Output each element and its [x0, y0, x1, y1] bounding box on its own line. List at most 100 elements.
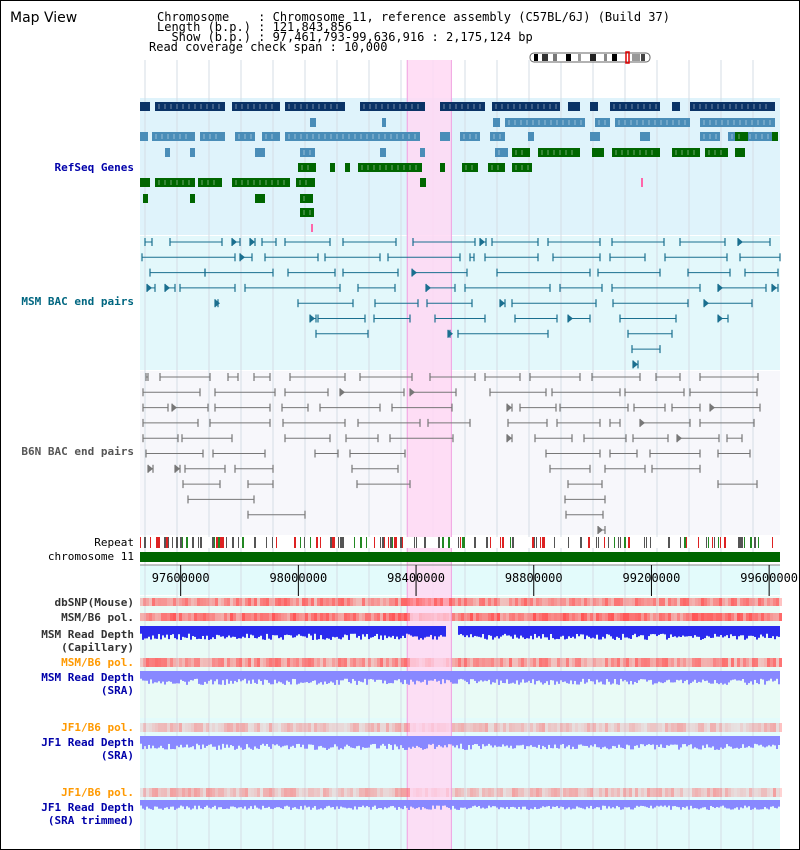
- msm-b6-pol-strip: [257, 613, 260, 621]
- msm-capillary-depth-bar: [222, 626, 224, 637]
- msm-sra-depth-bar: [360, 671, 362, 682]
- jf1-sra-trimmed-depth-bar: [146, 800, 148, 807]
- jf1-b6-pol-trim-strip: [743, 788, 746, 797]
- jf1-b6-pol-trim-strip: [506, 788, 509, 797]
- jf1-sra-trimmed-depth-bar: [348, 800, 350, 808]
- dbsnp-strip: [365, 598, 368, 606]
- msm-capillary-depth-bar: [238, 626, 240, 639]
- msm-b6-pol-sra-strip: [665, 658, 668, 667]
- jf1-sra-depth-bar: [474, 736, 476, 745]
- track-label-msm-b6-pol-sra: MSM/B6 pol.: [61, 656, 134, 669]
- jf1-sra-trimmed-depth-bar: [214, 800, 216, 806]
- jf1-b6-pol-trim-strip: [338, 788, 341, 797]
- msm-b6-pol-strip: [614, 613, 617, 621]
- msm-capillary-depth-bar: [286, 626, 288, 635]
- jf1-b6-pol-strip: [542, 723, 545, 732]
- jf1-sra-trimmed-depth-bar: [738, 800, 740, 810]
- msm-b6-pol-sra-strip: [242, 658, 245, 667]
- msm-sra-depth-bar: [562, 671, 564, 683]
- msm-sra-depth-bar: [380, 671, 382, 680]
- msm-capillary-depth-bar: [266, 626, 268, 634]
- jf1-b6-pol-strip: [656, 723, 659, 732]
- jf1-sra-trimmed-depth-bar: [256, 800, 258, 808]
- msm-b6-pol-sra-strip: [488, 658, 491, 667]
- repeat-element: [724, 537, 726, 548]
- jf1-sra-depth-bar: [334, 736, 336, 745]
- track-label-refseq-genes[interactable]: RefSeq Genes: [54, 161, 134, 174]
- jf1-sra-trimmed-depth-bar: [294, 800, 296, 808]
- jf1-b6-pol-strip: [761, 723, 764, 732]
- msm-capillary-depth-bar: [502, 626, 504, 636]
- msm-capillary-depth-bar: [768, 626, 770, 639]
- jf1-sra-trimmed-depth-bar: [298, 800, 300, 810]
- jf1-sra-depth-bar: [764, 736, 766, 748]
- msm-b6-pol-strip: [197, 613, 200, 621]
- msm-sra-depth-bar: [314, 671, 316, 681]
- msm-capillary-depth-bar: [766, 626, 768, 634]
- jf1-sra-depth-bar: [228, 736, 230, 748]
- jf1-b6-pol-trim-strip: [452, 788, 455, 797]
- repeat-element: [438, 537, 440, 548]
- repeat-element: [360, 537, 362, 548]
- dbsnp-strip: [503, 598, 506, 606]
- msm-capillary-depth-bar: [280, 626, 282, 638]
- msm-capillary-depth-bar: [168, 626, 170, 640]
- msm-b6-pol-strip: [158, 613, 161, 621]
- msm-b6-pol-sra-strip: [776, 658, 779, 667]
- jf1-b6-pol-strip: [371, 723, 374, 732]
- dbsnp-strip: [674, 598, 677, 606]
- jf1-b6-pol-strip: [410, 723, 413, 732]
- jf1-b6-pol-trim-strip: [224, 788, 227, 797]
- jf1-sra-trimmed-depth-bar: [752, 800, 754, 810]
- track-label-msm-bac-end-pairs[interactable]: MSM BAC end pairs: [21, 295, 134, 308]
- jf1-sra-trimmed-depth-bar: [438, 800, 440, 806]
- jf1-sra-depth-bar: [312, 736, 314, 745]
- jf1-b6-pol-trim-strip: [341, 788, 344, 797]
- jf1-b6-pol-trim-strip: [470, 788, 473, 797]
- jf1-b6-pol-strip: [458, 723, 461, 732]
- msm-sra-depth-bar: [342, 671, 344, 681]
- jf1-sra-depth-bar: [766, 736, 768, 747]
- jf1-b6-pol-trim-strip: [188, 788, 191, 797]
- track-label-b6n-bac-end-pairs[interactable]: B6N BAC end pairs: [21, 445, 134, 458]
- jf1-sra-depth-bar: [572, 736, 574, 747]
- jf1-sra-trimmed-depth-bar: [140, 800, 142, 806]
- msm-b6-pol-strip: [716, 613, 719, 621]
- repeat-element: [534, 537, 535, 548]
- jf1-sra-depth-bar: [494, 736, 496, 746]
- msm-capillary-depth-bar: [526, 626, 528, 639]
- msm-b6-pol-sra-strip: [707, 658, 710, 667]
- msm-capillary-depth-bar: [318, 626, 320, 640]
- msm-sra-depth-bar: [410, 671, 412, 680]
- jf1-sra-trimmed-depth-bar: [686, 800, 688, 807]
- jf1-sra-trimmed-depth-bar: [398, 800, 400, 807]
- jf1-sra-depth-bar: [438, 736, 440, 745]
- msm-b6-pol-sra-strip: [296, 658, 299, 667]
- msm-capillary-depth-bar: [528, 626, 530, 639]
- jf1-b6-pol-trim-strip: [233, 788, 236, 797]
- msm-b6-pol-sra-strip: [443, 658, 446, 667]
- jf1-sra-trimmed-depth-bar: [486, 800, 488, 809]
- msm-sra-depth-bar: [366, 671, 368, 685]
- msm-capillary-depth-bar: [566, 626, 568, 639]
- jf1-sra-trimmed-depth-bar: [202, 800, 204, 810]
- jf1-sra-trimmed-depth-bar: [416, 800, 418, 809]
- jf1-b6-pol-trim-strip: [512, 788, 515, 797]
- jf1-sra-trimmed-depth-bar: [504, 800, 506, 809]
- jf1-b6-pol-trim-strip: [287, 788, 290, 797]
- msm-capillary-depth-bar: [254, 626, 256, 639]
- msm-b6-pol-sra-strip: [278, 658, 281, 667]
- msm-sra-depth-bar: [226, 671, 228, 680]
- jf1-sra-trimmed-depth-bar: [230, 800, 232, 807]
- jf1-sra-depth-bar: [360, 736, 362, 750]
- header-coverage-span-line: Read coverage check span : 10,000: [149, 40, 388, 54]
- msm-b6-pol-strip: [212, 613, 215, 621]
- jf1-sra-trimmed-depth-bar: [624, 800, 626, 808]
- jf1-sra-trimmed-depth-bar: [512, 800, 514, 807]
- msm-capillary-depth-bar: [666, 626, 668, 640]
- msm-b6-pol-strip: [404, 613, 407, 621]
- msm-capillary-depth-bar: [390, 626, 392, 638]
- jf1-sra-depth-bar: [424, 736, 426, 750]
- jf1-sra-trimmed-depth-bar: [216, 800, 218, 810]
